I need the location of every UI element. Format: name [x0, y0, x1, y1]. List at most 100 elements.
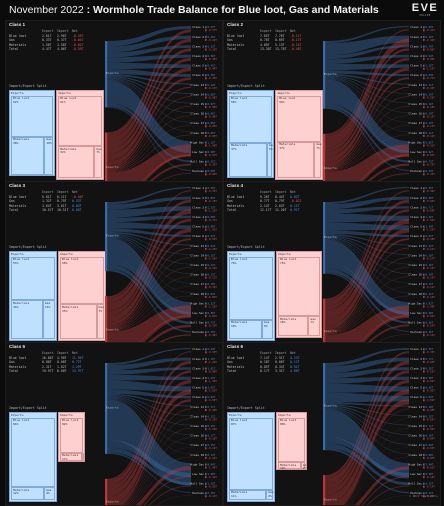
dest-label: Class 16: [191, 112, 205, 116]
table-cell: 10.57T: [42, 208, 54, 212]
dest-export-tick: [205, 94, 207, 96]
dest-label: Class 5: [410, 386, 422, 390]
dest-export-tick: [423, 464, 425, 466]
dest-label: Class 16: [409, 112, 423, 116]
dest-import-value: -1.45T: [208, 465, 218, 469]
dest-label: Class 15: [409, 424, 423, 428]
dest-export-tick: [423, 142, 425, 144]
dest-label: High Sec: [191, 462, 205, 466]
col-header: Import: [275, 29, 287, 33]
table-cell: 7.65T: [260, 34, 270, 38]
dest-label: High Sec: [191, 301, 205, 305]
table-cell: 3.64T: [42, 204, 52, 208]
dest-label: Class 3: [410, 366, 422, 370]
col-header: Export: [260, 351, 272, 355]
row-label: Materials: [9, 43, 26, 47]
dest-label: Class 15: [191, 263, 205, 267]
treemap-cell-label: Blue loot 76%: [231, 258, 247, 265]
table-cell: 0.89T: [275, 38, 285, 42]
row-label: Materials: [9, 365, 26, 369]
dest-import-value: -0.35T: [426, 172, 436, 176]
dest-import-tick: [423, 399, 425, 401]
dest-import-tick: [205, 97, 207, 99]
treemap-cell-blue-loot: Blue loot 52%: [11, 96, 53, 137]
treemap-cell-materials: Materials 38%: [11, 137, 44, 175]
dest-label: Null Sec: [409, 160, 423, 164]
dest-import-value: -0.10T: [426, 295, 436, 299]
imports-node: [323, 134, 325, 183]
dest-label: Class 15: [409, 102, 423, 106]
dest-import-tick: [205, 486, 207, 488]
table-cell: 2.91T: [275, 356, 285, 360]
dest-export-tick: [423, 358, 425, 360]
dest-import-tick: [205, 248, 207, 250]
dest-export-tick: [423, 387, 425, 389]
dest-import-tick: [423, 371, 425, 373]
table-cell: 0.79T: [275, 199, 285, 203]
dest-label: Class 18: [191, 292, 205, 296]
treemap-cell-gas: Gas 7%: [308, 316, 320, 336]
treemap-cell-label: Gas 2%: [268, 491, 273, 498]
dest-export-tick: [205, 187, 207, 189]
dest-export-tick: [423, 216, 425, 218]
dest-export-tick: [423, 377, 425, 379]
dest-import-value: -0.12T: [426, 134, 436, 138]
treemap-cell-label: Materials 11%: [231, 491, 247, 498]
dest-label: Pochven: [192, 330, 204, 334]
table-cell: 13.97T: [72, 369, 84, 373]
dest-import-tick: [205, 58, 207, 60]
dest-label: Low Sec: [192, 311, 204, 315]
title-text: : Wormhole Trade Balance for Blue loot, …: [84, 4, 379, 16]
treemap-cell-materials: Materials 18%: [278, 316, 308, 336]
table-cell: 0.79T: [57, 199, 67, 203]
dest-import-value: -0.18T: [426, 105, 436, 109]
dest-import-value: -0.44T: [208, 67, 218, 71]
dest-export-tick: [423, 312, 425, 314]
table-cell: -0.11T: [290, 34, 302, 38]
panel-title: Class 4: [227, 183, 243, 188]
eve-logo: EVE ONLINE: [410, 3, 440, 18]
dest-import-tick: [423, 190, 425, 192]
dest-import-value: -1.15T: [426, 67, 436, 71]
dest-export-tick: [423, 103, 425, 105]
dest-import-tick: [423, 39, 425, 41]
treemap-cell-label: Gas 2%: [303, 464, 307, 469]
treemap-cell-blue-loot: Blue loot 53%: [11, 257, 55, 301]
dest-import-tick: [205, 145, 207, 147]
col-header: Import: [57, 29, 69, 33]
treemap-cell-materials: Materials 17%: [60, 453, 82, 461]
row-label: Total: [227, 208, 237, 212]
dest-label: High Sec: [191, 140, 205, 144]
dest-import-value: -0.55T: [426, 324, 436, 328]
panel-title: Class 5: [9, 344, 25, 349]
dest-label: Class 18: [191, 131, 205, 135]
table-cell: 0.08T: [57, 360, 67, 364]
dest-export-tick: [205, 283, 207, 285]
dest-import-tick: [423, 438, 425, 440]
dest-import-value: -0.14T: [208, 446, 218, 450]
row-label: Total: [227, 47, 237, 51]
dest-import-tick: [205, 334, 207, 336]
table-cell: -0.39T: [72, 47, 84, 51]
dest-import-tick: [205, 419, 207, 421]
logo-sub: ONLINE: [410, 14, 440, 18]
table-cell: 7.14T: [260, 356, 270, 360]
dest-import-tick: [423, 116, 425, 118]
treemap-cell-gas: Gas 2%: [266, 490, 273, 501]
dest-import-value: -0.15T: [426, 115, 436, 119]
dest-label: Class 3: [410, 205, 422, 209]
dest-export-tick: [205, 435, 207, 437]
treemap-cell-label: Blue loot 61%: [60, 97, 76, 104]
dest-import-tick: [205, 438, 207, 440]
dest-export-tick: [423, 161, 425, 163]
dest-import-value: -0.25T: [208, 247, 218, 251]
dest-label: Class 13: [409, 83, 423, 87]
table-cell: 0.51T: [290, 365, 300, 369]
dest-import-tick: [423, 258, 425, 260]
row-label: Blue loot: [227, 195, 244, 199]
dest-import-value: -0.80T: [426, 47, 436, 51]
dest-import-tick: [423, 419, 425, 421]
